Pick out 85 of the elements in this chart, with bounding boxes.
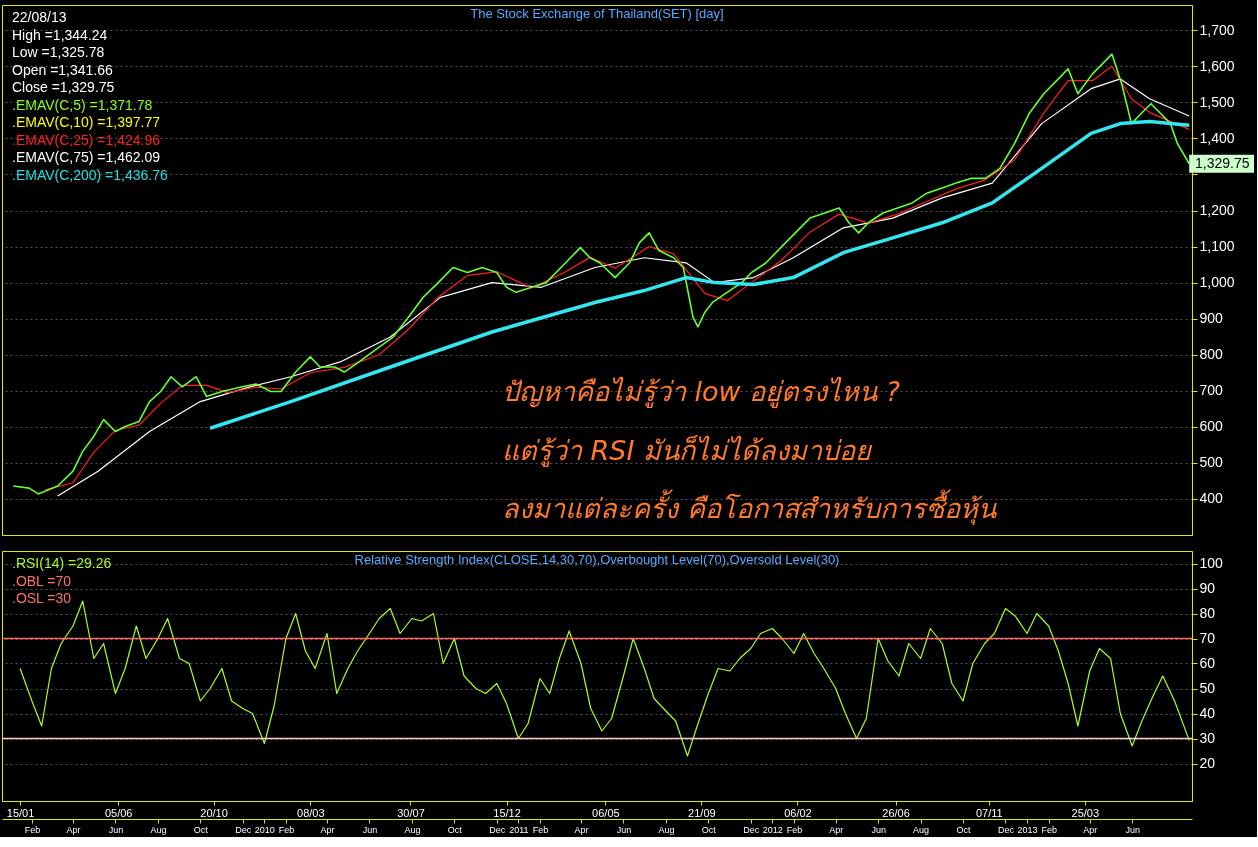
y-tick-label: 40 [1199,705,1216,721]
y-tick-label: 900 [1199,310,1224,327]
x-tick-label: 08/03 [297,806,325,819]
x-tick-label: 15/01 [6,806,35,819]
x2-tick-label: Dec [235,824,252,835]
x-tick-label: 25/03 [1071,806,1100,819]
x2-tick-label: Jun [616,824,632,835]
annotation: Open =1,341.66 [12,61,114,78]
y-tick-label: 1,500 [1199,93,1235,110]
x-tick-label: 15/12 [493,806,521,819]
x-tick-label: 06/02 [784,806,812,819]
annotation: .EMAV(C,75) =1,462.09 [12,149,161,165]
annotation: Close =1,329.75 [12,79,115,95]
x-tick-label: 07/11 [975,806,1003,819]
x2-tick-label: Feb [278,824,295,835]
x2-tick-label: Aug [150,824,167,835]
x2-tick-label: Oct [193,824,209,835]
x2-tick-label: Aug [404,824,421,835]
x2-tick-label: Feb [1041,824,1057,835]
x2-tick-label: Jun [362,824,378,835]
annotation: Low =1,325.78 [12,44,105,60]
y-tick-label: 1,000 [1199,274,1235,291]
annotation: .EMAV(C,10) =1,397.77 [12,114,161,130]
x2-tick-label: Jun [871,824,886,835]
x-tick-label: 30/07 [397,806,425,819]
y-tick-label: 20 [1199,755,1216,771]
x2-tick-label: 2011 [509,824,529,835]
y-tick-label: 1,100 [1199,238,1235,255]
x2-tick-label: Feb [786,824,803,835]
annotation: 22/08/13 [12,9,67,25]
x-tick-label: 05/06 [104,806,133,819]
x2-tick-label: Jun [108,824,124,835]
annotation: .EMAV(C,200) =1,436.76 [12,166,168,183]
x2-tick-label: Apr [574,824,589,835]
x-tick-label: 06/05 [592,806,620,819]
x-tick-label: 21/09 [688,806,716,819]
x2-tick-label: Apr [320,824,335,835]
x2-tick-label: 2012 [762,824,783,835]
y-tick-label: 80 [1199,605,1216,621]
y-tick-label: 90 [1199,580,1216,596]
x2-tick-label: Feb [532,824,549,835]
y-tick-label: 100 [1199,555,1224,571]
annotation: High =1,344.24 [12,26,108,43]
x2-tick-label: 2010 [254,824,275,835]
annotation: .RSI(14) =29.26 [12,555,112,571]
y-tick-label: 1,600 [1199,57,1235,74]
y-tick-label: 400 [1199,490,1224,507]
y-tick-label: 1,400 [1199,129,1235,146]
y-tick-label: 50 [1199,680,1216,696]
x2-tick-label: Apr [66,824,81,835]
y-tick-label: 1,200 [1199,202,1235,219]
x2-tick-label: Dec [489,824,506,835]
x2-tick-label: Aug [913,824,930,835]
y-tick-label: 700 [1199,382,1224,399]
annotation: 1,329.75 [1195,154,1250,171]
x2-tick-label: Apr [1083,824,1098,835]
x2-tick-label: Jun [1125,824,1140,835]
y-tick-label: 800 [1199,346,1224,363]
x2-tick-label: 2013 [1017,824,1038,835]
chart-title: Relative Strength Index(CLOSE,14,30,70),Overbought Level(70),Oversold Level(30) [354,552,840,567]
annotation: .EMAV(C,5) =1,371.78 [12,96,153,113]
line-series [208,119,1191,431]
x2-tick-label: Oct [701,824,717,835]
annotation: ปัญหาคือไม่รู้ว่า low อยู่ตรงไหน ? [502,376,901,409]
annotation: .OSL =30 [12,590,72,606]
x2-tick-label: Dec [743,824,760,835]
y-tick-label: 70 [1199,630,1216,646]
x2-tick-label: Feb [24,824,41,835]
annotation: ลงมาแต่ละครั้ง คือโอกาสสำหรับการซื้อหุ้น [502,489,998,526]
x-tick-label: 26/06 [882,806,910,819]
x2-tick-label: Oct [956,824,972,835]
y-tick-label: 1,700 [1199,21,1235,38]
annotation: .OBL =70 [12,572,72,589]
y-tick-label: 60 [1199,655,1216,671]
y-tick-label: 30 [1199,730,1216,746]
x2-tick-label: Oct [447,824,463,835]
y-tick-label: 500 [1199,454,1224,471]
annotation: .EMAV(C,25) =1,424.96 [12,131,161,148]
x2-tick-label: Dec [997,824,1015,835]
y-tick-label: 600 [1199,418,1224,435]
annotation: แต่รู้ว่า RSI มันก็ไม่ได้ลงมาบ่อย [502,435,874,468]
x-tick-label: 20/10 [200,806,228,819]
x2-tick-label: Apr [829,824,844,835]
x2-tick-label: Aug [658,824,675,835]
chart-title: The Stock Exchange of Thailand(SET) [day] [470,6,724,21]
